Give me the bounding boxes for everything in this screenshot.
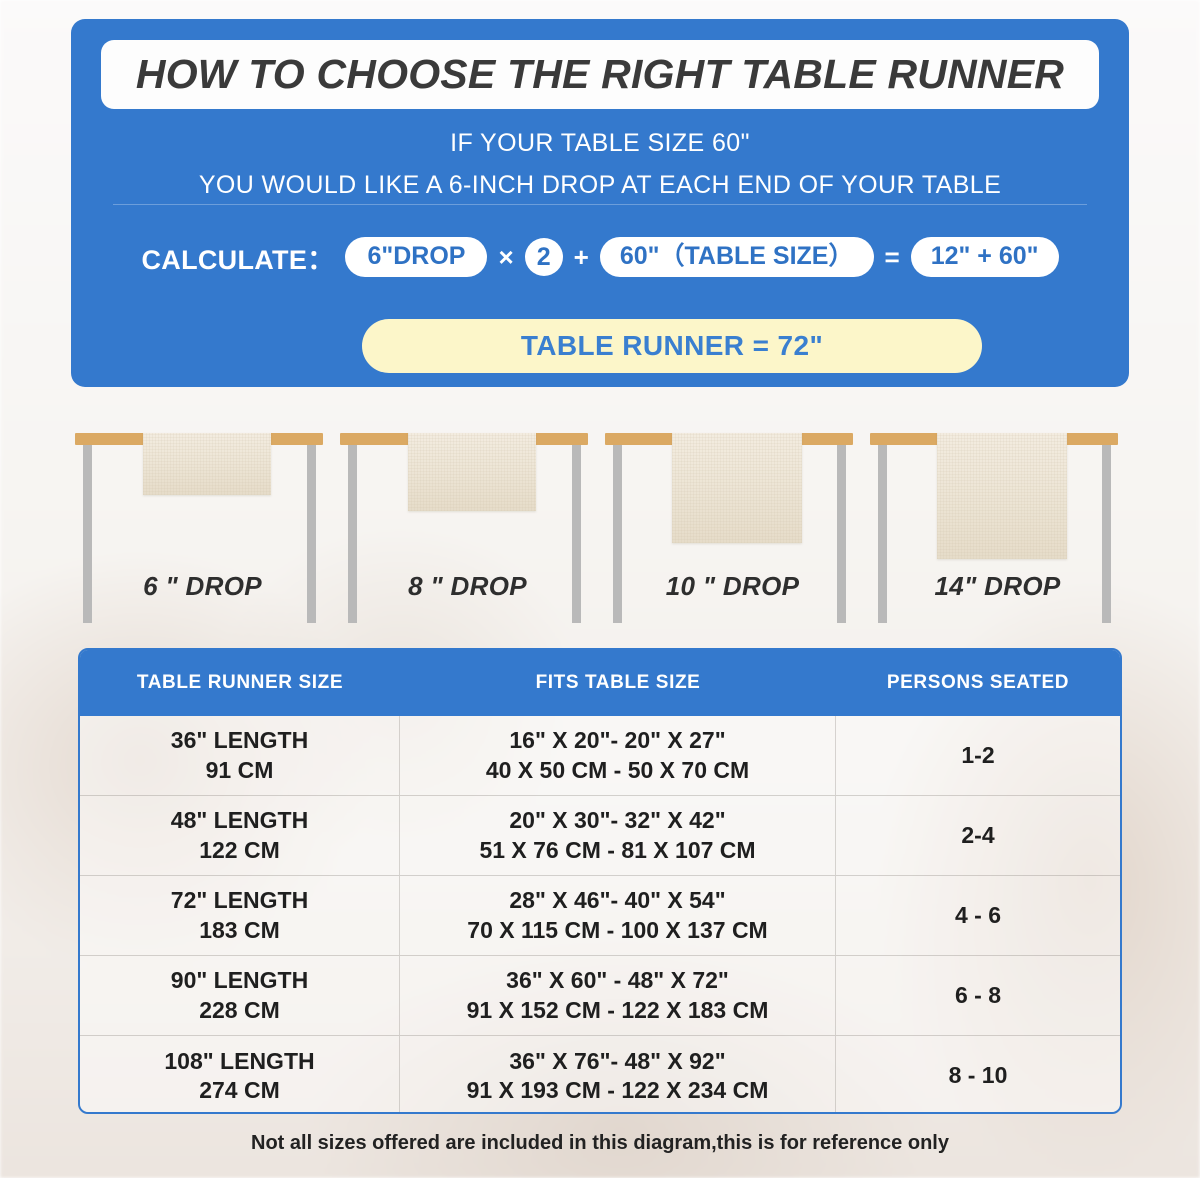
runner-size-inches: 36" LENGTH: [170, 727, 309, 754]
cell-persons-seated: 4 - 6: [836, 876, 1120, 955]
table-row: 90" LENGTH 228 CM 36" X 60" - 48" X 72" 91 …: [80, 956, 1120, 1036]
fits-size-cm: 40 X 50 CM - 50 X 70 CM: [485, 756, 750, 783]
cell-fits-table-size: 36" X 60" - 48" X 72" 91 X 152 CM - 122 X…: [400, 956, 836, 1035]
fits-size-inches: 16" X 20"- 20" X 27": [509, 727, 726, 754]
size-table: TABLE RUNNER SIZE FITS TABLE SIZE PERSON…: [78, 648, 1122, 1114]
result-banner: TABLE RUNNER = 72": [362, 319, 982, 373]
drop-illustration-3: 10 " DROP: [600, 425, 865, 623]
table-leg-left: [348, 445, 357, 623]
table-leg-left: [83, 445, 92, 623]
table-leg-right: [572, 445, 581, 623]
cell-runner-size: 48" LENGTH 122 CM: [80, 796, 400, 875]
page-title: HOW TO CHOOSE THE RIGHT TABLE RUNNER: [135, 51, 1065, 97]
calc-multiplier-pill: 2: [524, 238, 563, 277]
plus-sign-icon: +: [573, 241, 589, 272]
drop-label: 10 " DROP: [665, 571, 800, 601]
cell-runner-size: 36" LENGTH 91 CM: [80, 716, 400, 795]
fits-size-cm: 91 X 193 CM - 122 X 234 CM: [466, 1077, 769, 1103]
table-leg-left: [613, 445, 622, 623]
cell-runner-size: 90" LENGTH 228 CM: [80, 956, 400, 1035]
table-row: 72" LENGTH 183 CM 28" X 46"- 40" X 54" 70 X…: [80, 876, 1120, 956]
table-runner-fabric: [407, 433, 536, 511]
hero-divider: [113, 204, 1087, 205]
persons-seated-value: 2-4: [961, 821, 995, 848]
runner-size-cm: 274 CM: [199, 1077, 280, 1103]
table-header-fits-table-size: FITS TABLE SIZE: [535, 672, 701, 693]
cell-fits-table-size: 20" X 30"- 32" X 42" 51 X 76 CM - 81 X 10…: [400, 796, 836, 875]
fits-size-cm: 70 X 115 CM - 100 X 137 CM: [467, 916, 768, 943]
table-body: 36" LENGTH 91 CM 16" X 20"- 20" X 27" 40 X …: [80, 716, 1120, 1112]
cell-persons-seated: 8 - 10: [836, 1036, 1120, 1112]
cell-runner-size: 72" LENGTH 183 CM: [80, 876, 400, 955]
drop-illustration-2: 8 " DROP: [335, 425, 600, 623]
fits-size-inches: 36" X 60" - 48" X 72": [506, 967, 729, 994]
fits-size-cm: 91 X 152 CM - 122 X 183 CM: [466, 996, 769, 1023]
subtitle-line-1: IF YOUR TABLE SIZE 60": [450, 129, 750, 157]
runner-size-inches: 108" LENGTH: [164, 1047, 315, 1074]
persons-seated-value: 6 - 8: [954, 981, 1002, 1008]
hero-panel: HOW TO CHOOSE THE RIGHT TABLE RUNNER IF …: [71, 19, 1129, 387]
cell-persons-seated: 6 - 8: [836, 956, 1120, 1035]
calc-table-size-pill: 60"（TABLE SIZE）: [599, 237, 874, 278]
fits-size-inches: 36" X 76"- 48" X 92": [509, 1047, 726, 1074]
calculate-label: CALCULATE：: [141, 244, 335, 275]
drop-illustration-1: 6 " DROP: [70, 425, 335, 623]
runner-size-inches: 90" LENGTH: [170, 967, 309, 994]
table-row: 108" LENGTH 274 CM 36" X 76"- 48" X 92" 91 …: [80, 1036, 1120, 1112]
table-row: 36" LENGTH 91 CM 16" X 20"- 20" X 27" 40 X …: [80, 716, 1120, 796]
table-leg-right: [1102, 445, 1111, 623]
result-banner-text: TABLE RUNNER = 72": [520, 330, 824, 361]
subtitle-line-2: YOU WOULD LIKE A 6-INCH DROP AT EACH END…: [198, 171, 1002, 199]
table-leg-right: [307, 445, 316, 623]
table-runner-fabric: [936, 433, 1067, 559]
drop-illustration-4: 14" DROP: [865, 425, 1130, 623]
runner-size-inches: 48" LENGTH: [170, 807, 309, 834]
title-plate: HOW TO CHOOSE THE RIGHT TABLE RUNNER: [101, 40, 1099, 109]
persons-seated-value: 4 - 6: [954, 901, 1002, 928]
cell-fits-table-size: 28" X 46"- 40" X 54" 70 X 115 CM - 100 X …: [400, 876, 836, 955]
table-row: 48" LENGTH 122 CM 20" X 30"- 32" X 42" 51 X…: [80, 796, 1120, 876]
table-runner-fabric: [142, 433, 271, 495]
drop-label: 14" DROP: [934, 571, 1061, 601]
table-runner-fabric: [671, 433, 802, 543]
footer-note: Not all sizes offered are included in th…: [251, 1132, 949, 1154]
cell-persons-seated: 2-4: [836, 796, 1120, 875]
calc-drop-pill: 6"DROP: [345, 237, 488, 278]
drop-label: 6 " DROP: [143, 571, 262, 601]
persons-seated-value: 8 - 10: [948, 1062, 1008, 1089]
runner-size-cm: 91 CM: [205, 756, 274, 783]
runner-size-cm: 122 CM: [199, 836, 280, 863]
cell-fits-table-size: 36" X 76"- 48" X 92" 91 X 193 CM - 122 X …: [400, 1036, 836, 1112]
fits-size-inches: 20" X 30"- 32" X 42": [509, 807, 726, 834]
runner-size-cm: 228 CM: [199, 996, 280, 1023]
fits-size-inches: 28" X 46"- 40" X 54": [509, 887, 726, 914]
fits-size-cm: 51 X 76 CM - 81 X 107 CM: [479, 836, 756, 863]
persons-seated-value: 1-2: [961, 741, 995, 768]
runner-size-inches: 72" LENGTH: [170, 887, 309, 914]
cell-fits-table-size: 16" X 20"- 20" X 27" 40 X 50 CM - 50 X 70…: [400, 716, 836, 795]
table-leg-right: [837, 445, 846, 623]
equals-sign-icon: =: [884, 241, 900, 272]
table-header-row: TABLE RUNNER SIZE FITS TABLE SIZE PERSON…: [80, 650, 1120, 716]
calculation-row: CALCULATE： 6"DROP × 2 + 60"（TABLE SIZE） …: [71, 237, 1129, 278]
cell-persons-seated: 1-2: [836, 716, 1120, 795]
cell-runner-size: 108" LENGTH 274 CM: [80, 1036, 400, 1112]
calc-result-pill: 12" + 60": [910, 237, 1059, 278]
drop-illustration-strip: 6 " DROP 8 " DROP 10 " DROP 14" DROP: [70, 425, 1132, 623]
drop-label: 8 " DROP: [408, 571, 527, 601]
table-header-runner-size: TABLE RUNNER SIZE: [136, 672, 344, 693]
runner-size-cm: 183 CM: [199, 916, 280, 943]
table-leg-left: [878, 445, 887, 623]
subtitle-block: IF YOUR TABLE SIZE 60" YOU WOULD LIKE A …: [71, 129, 1129, 200]
table-header-persons-seated: PERSONS SEATED: [886, 672, 1070, 693]
multiply-sign-icon: ×: [498, 241, 514, 272]
